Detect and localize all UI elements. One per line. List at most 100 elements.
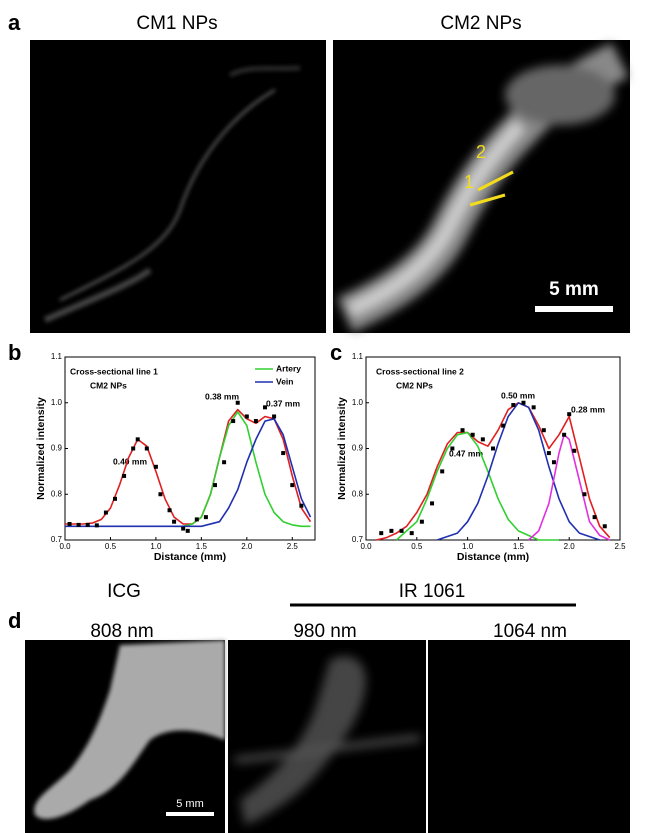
- data-point: [409, 531, 414, 536]
- scale-label: 5 mm: [549, 279, 599, 300]
- x-tick-label: 2.5: [287, 542, 299, 551]
- data-point: [172, 519, 177, 524]
- data-point: [203, 515, 208, 520]
- y-tick-label: 1.1: [51, 352, 63, 361]
- data-point: [194, 517, 199, 522]
- y-tick-label: 1.0: [51, 398, 63, 407]
- y-axis-label: Normalized intensity: [336, 397, 348, 500]
- data-point: [94, 523, 99, 528]
- panel-label: a: [8, 10, 21, 35]
- y-tick-label: 1.1: [352, 352, 364, 361]
- data-point: [113, 496, 117, 501]
- data-point: [85, 522, 90, 527]
- data-point: [450, 446, 455, 451]
- data-point: [440, 469, 445, 474]
- data-point: [602, 524, 607, 529]
- data-point: [144, 446, 149, 451]
- data-point: [389, 528, 394, 533]
- data-point: [430, 501, 435, 506]
- data-point: [521, 400, 526, 405]
- legend-label: Vein: [276, 376, 293, 386]
- data-point: [399, 528, 404, 533]
- data-point: [290, 483, 295, 488]
- y-tick-label: 0.8: [51, 489, 63, 498]
- data-point: [158, 492, 163, 497]
- image-cm1: [30, 40, 326, 333]
- data-point: [491, 446, 495, 451]
- panel-label: c: [330, 340, 342, 365]
- x-tick-label: 1.0: [462, 542, 474, 551]
- legend-label: Artery: [276, 363, 301, 373]
- y-tick-label: 0.7: [352, 535, 364, 544]
- data-point: [103, 510, 108, 515]
- image-title: CM1 NPs: [136, 13, 217, 34]
- wavelength-label: 1064 nm: [493, 621, 567, 642]
- wavelength-label: 808 nm: [90, 621, 153, 642]
- y-tick-label: 0.7: [51, 535, 63, 544]
- data-point: [567, 412, 572, 417]
- annotation: CM2 NPs: [90, 380, 127, 390]
- data-point: [76, 522, 81, 527]
- data-point: [131, 446, 136, 451]
- y-tick-label: 0.9: [51, 444, 63, 453]
- data-point: [531, 405, 536, 410]
- data-point: [67, 521, 72, 526]
- y-tick-label: 0.9: [352, 444, 364, 453]
- data-point: [281, 451, 286, 456]
- fit-line: [395, 431, 559, 541]
- scale-bar: [166, 812, 214, 816]
- y-tick-label: 0.8: [352, 489, 364, 498]
- fit-line: [436, 402, 600, 541]
- x-tick-label: 1.5: [196, 542, 208, 551]
- data-point: [470, 432, 475, 437]
- data-point: [572, 448, 577, 453]
- data-point: [213, 483, 217, 488]
- fit-line: [65, 418, 312, 528]
- x-tick-label: 0.0: [360, 542, 372, 551]
- data-point: [231, 419, 236, 424]
- annotation: Cross-sectional line 1: [70, 366, 158, 376]
- x-tick-label: 1.5: [513, 542, 525, 551]
- image-1064: [428, 640, 630, 833]
- data-point: [501, 423, 506, 428]
- cross-line: [477, 170, 514, 192]
- data-point: [460, 428, 465, 433]
- leg-bright: [34, 640, 225, 820]
- wavelength-label: 980 nm: [293, 621, 356, 642]
- line-label: 2: [476, 142, 486, 162]
- panel-label: d: [8, 608, 21, 633]
- data-point: [551, 460, 556, 465]
- data-point: [511, 403, 516, 408]
- data-point: [480, 437, 485, 442]
- x-tick-label: 2.0: [564, 542, 576, 551]
- x-tick-label: 0.5: [411, 542, 423, 551]
- data-point: [122, 473, 127, 478]
- data-point: [235, 400, 240, 405]
- annotation: CM2 NPs: [396, 380, 433, 390]
- x-axis-label: Distance (mm): [457, 551, 529, 563]
- data-point: [263, 405, 267, 410]
- annotation: 0.50 mm: [501, 390, 535, 400]
- annotation: 0.37 mm: [266, 398, 300, 408]
- data-point: [541, 428, 546, 433]
- data-point: [181, 526, 186, 531]
- x-tick-label: 1.0: [150, 542, 162, 551]
- leg-faint: [234, 656, 421, 825]
- annotation: 0.40 mm: [113, 456, 147, 466]
- data-point: [253, 419, 258, 424]
- vessel-bright: [337, 43, 629, 333]
- y-tick-label: 1.0: [352, 398, 364, 407]
- data-point: [135, 437, 140, 442]
- data-point: [562, 432, 567, 437]
- data-point: [244, 414, 249, 419]
- y-axis-label: Normalized intensity: [35, 397, 47, 500]
- annotation: Cross-sectional line 2: [376, 366, 464, 376]
- data-point: [153, 464, 158, 469]
- data-point: [419, 519, 424, 524]
- fit-line: [376, 402, 611, 541]
- annotation: 0.38 mm: [205, 391, 239, 401]
- x-tick-label: 0.0: [59, 542, 71, 551]
- x-tick-label: 0.5: [105, 542, 117, 551]
- data-point: [379, 531, 384, 536]
